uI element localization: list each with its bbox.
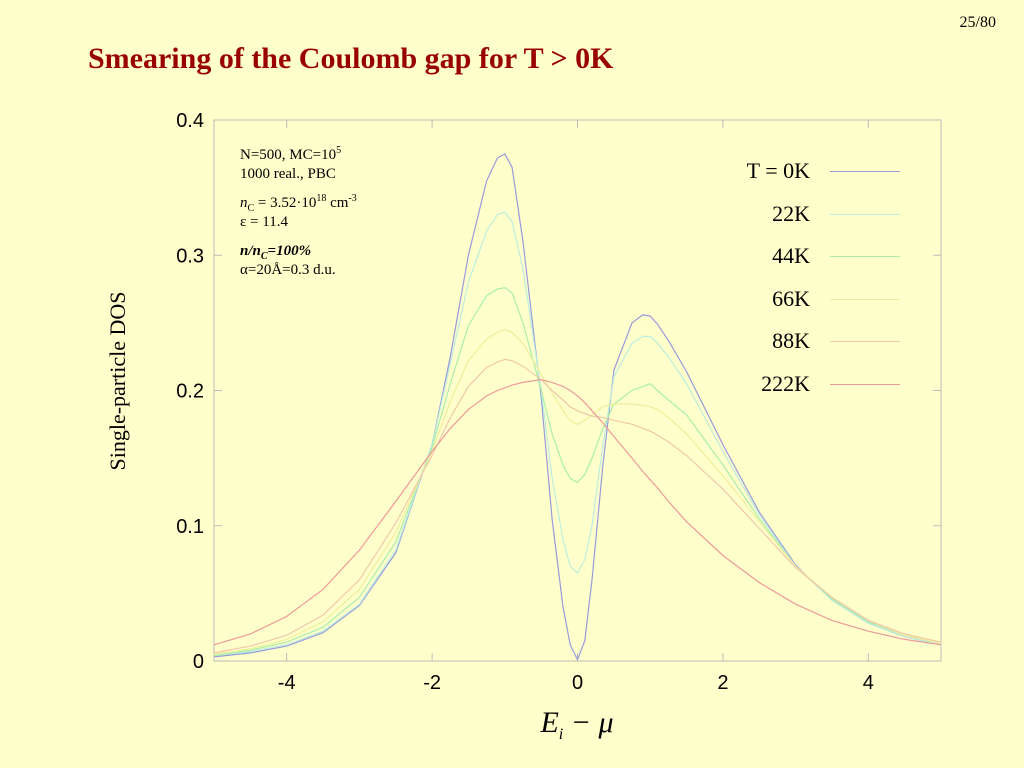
- annotation-line: n/nC=100%: [240, 242, 357, 262]
- x-tick-label: -2: [423, 672, 441, 694]
- slide-title: Smearing of the Coulomb gap for T > 0K: [88, 42, 614, 75]
- annotation-line: N=500, MC=105: [240, 146, 357, 165]
- legend-label: 88K: [772, 328, 810, 353]
- legend-label: 22K: [772, 200, 810, 226]
- x-tick-label: 2: [717, 672, 728, 694]
- series-line-3: [213, 328, 942, 655]
- legend-label: 222K: [761, 370, 810, 396]
- y-tick-label: 0.3: [176, 245, 204, 267]
- y-tick-label: 0.2: [176, 381, 204, 403]
- annotation-text: cm: [326, 195, 349, 211]
- legend-swatch: [830, 341, 900, 342]
- x-tick-label: 4: [863, 672, 874, 694]
- legend-entry: 222K: [720, 371, 910, 414]
- series-line-4: [213, 358, 942, 654]
- y-axis-label: Single-particle DOS: [105, 291, 130, 471]
- annotation-text: N=500, MC=10: [240, 147, 337, 163]
- tick-labels: -4 -2 0 2 4 0 0.1 0.2 0.3 0.4: [176, 110, 874, 694]
- annotation-line: ε = 11.4: [240, 214, 288, 230]
- legend-entry: 88K: [720, 328, 910, 371]
- annotation-text: = 3.52·10: [254, 195, 317, 211]
- y-tick-label: 0: [193, 651, 204, 673]
- annotation-text: n: [240, 195, 248, 211]
- annotation-sub: C: [260, 251, 268, 262]
- simulation-parameters: N=500, MC=105 1000 real., PBC nC = 3.52·…: [240, 146, 357, 280]
- x-tick-label: 0: [572, 672, 583, 694]
- legend-label: T = 0K: [746, 158, 810, 183]
- annotation-line: 1000 real., PBC: [240, 166, 336, 182]
- annotation-line: nC = 3.52·1018 cm-3: [240, 193, 357, 214]
- legend-label: 44K: [772, 243, 810, 268]
- annotation-sub: C: [247, 203, 255, 214]
- x-axis-label: Ei − μ: [540, 706, 613, 744]
- legend: T = 0K 22K 44K 66K 88K 222K: [720, 158, 910, 413]
- legend-swatch: [830, 383, 900, 385]
- legend-entry: T = 0K: [720, 158, 910, 201]
- x-axis-label-rest: − μ: [563, 706, 614, 739]
- x-axis-label-sub: i: [558, 726, 564, 743]
- legend-entry: 44K: [720, 243, 910, 286]
- annotation-sup: 18: [316, 193, 327, 204]
- annotation-text: =100%: [267, 243, 312, 259]
- x-axis-label-e: E: [540, 706, 559, 739]
- legend-label: 66K: [772, 285, 810, 311]
- annotation-text: n/n: [240, 243, 261, 259]
- annotation-sup: 5: [336, 145, 342, 156]
- y-tick-label: 0.4: [176, 110, 204, 132]
- series-line-2: [213, 287, 942, 657]
- series-line-5: [213, 379, 942, 646]
- legend-entry: 22K: [720, 201, 910, 244]
- annotation-sup: -3: [348, 193, 357, 204]
- series-lines: [213, 152, 942, 662]
- x-tick-label: -4: [278, 672, 296, 694]
- slide-number: 25/80: [959, 14, 996, 31]
- legend-swatch: [830, 256, 900, 257]
- legend-swatch: [830, 298, 900, 300]
- legend-entry: 66K: [720, 286, 910, 329]
- y-tick-label: 0.1: [176, 516, 204, 538]
- annotation-line: α=20Å=0.3 d.u.: [240, 262, 336, 278]
- legend-swatch: [830, 171, 900, 172]
- legend-swatch: [830, 213, 900, 215]
